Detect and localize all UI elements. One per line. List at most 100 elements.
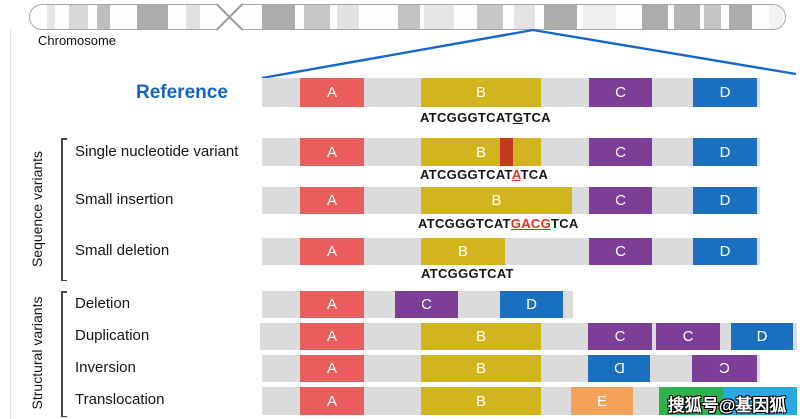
segment-b-block: B: [421, 323, 541, 350]
chromosome-band: [769, 5, 783, 29]
bracket-tick: [61, 415, 67, 417]
segment-b-block: B: [421, 187, 572, 214]
segment-a-block: A: [300, 291, 364, 318]
segment-label: C: [421, 296, 432, 313]
small-deletion-label: Small deletion: [75, 242, 170, 259]
segment-label: C: [615, 243, 626, 260]
segment-a-block: A: [300, 187, 364, 214]
segment-d-block: D: [731, 323, 793, 350]
segment-a-block: A: [300, 78, 364, 107]
small-insertion-bar: A B C D: [262, 187, 760, 214]
segment-c-block: C: [589, 138, 652, 166]
sequence-text: ATCGGGTCAT: [420, 167, 512, 182]
watermark-green-block: [659, 387, 723, 415]
chromosome-band: [729, 5, 752, 29]
deletion-label: Deletion: [75, 295, 131, 312]
sequence-variant-base: G: [512, 110, 524, 125]
chromosome-band: [137, 5, 168, 29]
chromosome-band: [704, 5, 721, 29]
group-label-line: variants: [28, 150, 45, 200]
segment-label: B: [475, 328, 486, 345]
segment-c-block: C: [589, 238, 652, 265]
chromosome-band: [544, 5, 577, 29]
segment-label: A: [326, 84, 337, 101]
segment-label: D: [719, 192, 731, 209]
chromosome-band: [424, 5, 454, 29]
chromosome-label: Chromosome: [38, 33, 117, 48]
sequence-variants-group-label: Sequence variants: [19, 134, 55, 284]
inversion-bar: A B D C: [262, 355, 760, 382]
segment-c-inverted-block: C: [692, 355, 757, 382]
structural-variants-bracket: [61, 291, 63, 417]
chromosome-band: [477, 5, 503, 29]
segment-label: A: [326, 243, 337, 260]
segment-label: B: [475, 360, 486, 377]
watermark-blue-block: [723, 387, 797, 415]
chromosome-band: [337, 5, 359, 29]
chromosome-band: [398, 5, 420, 29]
segment-label: B: [475, 84, 486, 101]
segment-label: D: [719, 243, 731, 260]
segment-label: A: [326, 328, 337, 345]
group-label-line: variants: [28, 296, 45, 346]
snv-bar: A B C D: [262, 138, 760, 166]
segment-label: C: [615, 143, 626, 161]
snv-label: Single nucleotide variant: [75, 143, 239, 160]
segment-c-duplicate-block: C: [656, 323, 720, 350]
segment-b-block: B: [421, 238, 505, 265]
reference-label: Reference: [136, 82, 228, 103]
bracket-tick: [61, 279, 67, 281]
segment-label: A: [326, 192, 337, 209]
segment-b-block: B: [421, 138, 541, 166]
snv-stripe: [500, 138, 513, 166]
segment-c-block: C: [588, 323, 652, 350]
segment-label: B: [475, 143, 486, 161]
chromosome-band: [186, 5, 200, 29]
segment-d-block: D: [693, 138, 757, 166]
sequence-variant-base: A: [511, 167, 521, 182]
segment-d-block: D: [693, 238, 757, 265]
segment-label: C: [615, 192, 626, 209]
sequence-text: TCA: [520, 167, 549, 182]
inversion-label: Inversion: [75, 359, 136, 376]
segment-label: A: [326, 143, 337, 161]
chromosome-band: [583, 5, 616, 29]
reference-sequence: ATCGGGTCATGTCA: [420, 110, 551, 125]
segment-d-block: D: [500, 291, 563, 318]
group-label-line: Structural: [28, 349, 45, 410]
deletion-bar: A C D: [262, 291, 573, 318]
segment-label: E: [596, 392, 607, 410]
segment-b-block: B: [421, 78, 541, 107]
small-deletion-sequence: ATCGGGTCAT: [421, 266, 514, 281]
sequence-variants-bracket: [61, 138, 63, 281]
segment-label: D: [719, 143, 731, 161]
segment-label-mirrored: C: [719, 360, 730, 377]
reference-bar: A B C D: [262, 78, 760, 107]
segment-d-block: D: [693, 187, 757, 214]
segment-a-block: A: [300, 323, 364, 350]
segment-a-block: A: [300, 138, 364, 166]
translocation-label: Translocation: [75, 391, 165, 408]
chromosome-band: [69, 5, 88, 29]
chromosome-band: [642, 5, 668, 29]
small-insertion-label: Small insertion: [75, 191, 174, 208]
sequence-text: TCA: [550, 216, 579, 231]
bracket-tick: [61, 291, 67, 293]
chromosome-ideogram: [29, 1, 786, 35]
bracket-tick: [61, 138, 67, 140]
segment-b-block: B: [421, 387, 541, 415]
segment-label: C: [682, 328, 694, 345]
segment-label-mirrored: D: [613, 360, 625, 377]
segment-label: B: [457, 243, 468, 260]
segment-c-block: C: [589, 187, 652, 214]
chromosome-body: [29, 4, 786, 30]
segment-label: C: [614, 328, 626, 345]
small-deletion-bar: A B C D: [262, 238, 760, 265]
sequence-text: ATCGGGTCAT: [418, 216, 511, 231]
chromosome-band: [304, 5, 330, 29]
snv-sequence: ATCGGGTCATATCA: [420, 167, 548, 182]
segment-c-block: C: [395, 291, 458, 318]
translocation-bar: A B E: [262, 387, 797, 415]
segment-label: C: [615, 84, 626, 101]
